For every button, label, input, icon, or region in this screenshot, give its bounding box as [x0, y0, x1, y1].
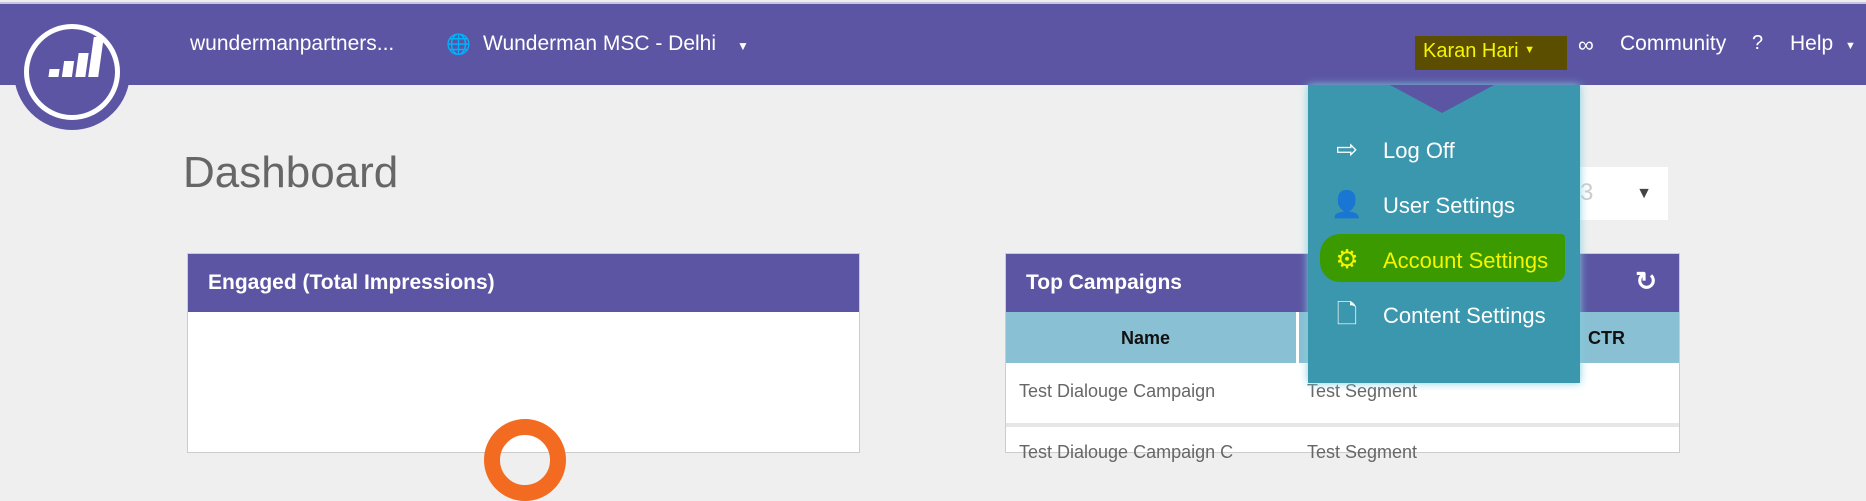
menu-item-label: User Settings — [1383, 193, 1516, 218]
campaign-name: Test Dialouge Campaign — [1019, 381, 1216, 401]
engaged-panel: Engaged (Total Impressions) — [187, 253, 860, 501]
menu-item-label: Content Settings — [1383, 303, 1546, 328]
refresh-icon[interactable]: ↻ — [1635, 266, 1657, 296]
chevron-down-icon[interactable]: ▼ — [1845, 40, 1856, 52]
globe-icon: 🌐 — [446, 34, 471, 56]
user-dropdown-menu: ⇨ Log Off 👤 User Settings ⚙ Account Setting… — [1308, 85, 1580, 383]
user-name: Karan Hari — [1423, 40, 1519, 62]
user-settings-icon: 👤 — [1330, 189, 1364, 219]
menu-item-log-off[interactable]: ⇨ Log Off — [1308, 130, 1580, 170]
log-off-icon: ⇨ — [1336, 134, 1358, 164]
column-header-name[interactable]: Name — [1121, 328, 1171, 348]
select-value: 3 — [1580, 179, 1594, 206]
page-title: Dashboard — [183, 148, 399, 197]
donut-chart — [484, 419, 566, 501]
chevron-down-icon: ▼ — [1524, 44, 1536, 56]
account-name[interactable]: wundermanpartners... — [190, 32, 395, 55]
community-icon: ∞ — [1578, 32, 1594, 57]
logo[interactable] — [14, 14, 130, 130]
date-range-select[interactable]: 3 ▼ — [1580, 167, 1668, 220]
menu-item-content-settings[interactable]: 🗋 Content Settings — [1308, 295, 1580, 335]
gear-icon: ⚙ — [1335, 244, 1359, 274]
segment-name: Test Segment — [1307, 381, 1418, 401]
top-nav: wundermanpartners... 🌐 Wunderman MSC - D… — [0, 2, 1866, 85]
panel-title: Engaged (Total Impressions) — [188, 254, 859, 312]
community-link[interactable]: Community — [1620, 32, 1727, 55]
chevron-down-icon: ▼ — [1636, 185, 1652, 202]
content-settings-icon: 🗋 — [1336, 299, 1358, 329]
menu-item-label: Account Settings — [1383, 248, 1549, 273]
menu-item-user-settings[interactable]: 👤 User Settings — [1308, 185, 1580, 225]
column-header-ctr[interactable]: CTR — [1588, 328, 1625, 348]
help-icon: ? — [1752, 32, 1764, 54]
menu-item-label: Log Off — [1383, 138, 1455, 163]
user-menu-button[interactable]: Karan Hari ▼ — [1415, 36, 1567, 70]
help-link[interactable]: Help — [1790, 32, 1834, 55]
workspace-selector[interactable]: Wunderman MSC - Delhi — [483, 32, 717, 55]
panel-title: Top Campaigns — [1026, 271, 1182, 294]
menu-item-account-settings[interactable]: ⚙ Account Settings — [1308, 234, 1580, 282]
chevron-down-icon[interactable]: ▼ — [737, 39, 749, 53]
